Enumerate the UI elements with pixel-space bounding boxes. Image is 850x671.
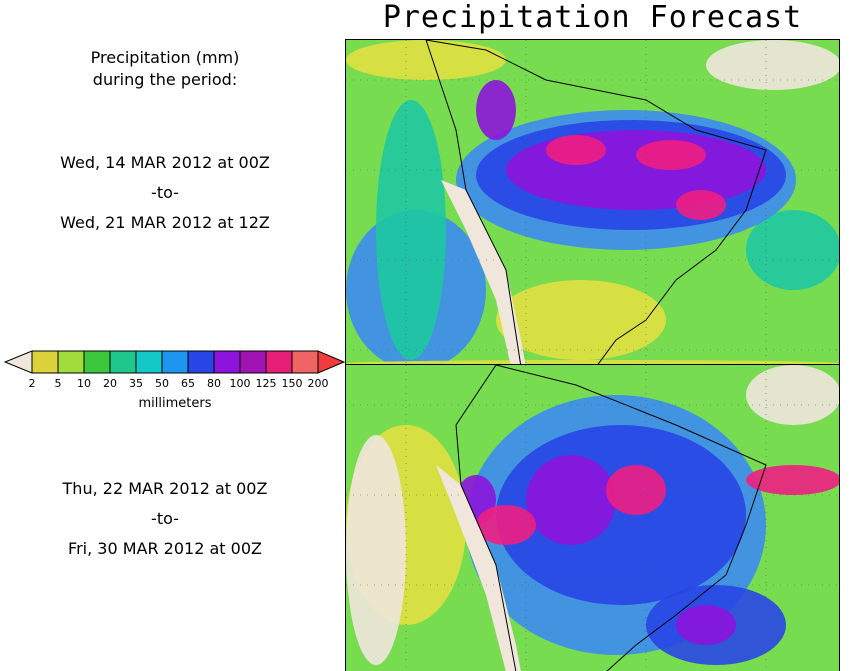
- legend-tick-label: 5: [55, 377, 62, 390]
- legend-tick-label: 20: [103, 377, 117, 390]
- legend-swatch: [265, 350, 293, 374]
- page-title: Precipitation Forecast: [382, 0, 803, 35]
- caption-block: Precipitation (mm) during the period:: [0, 47, 330, 91]
- precip-map-period-1: [346, 40, 839, 365]
- precip-region: [476, 80, 516, 140]
- continent-outline: [425, 40, 767, 365]
- legend-tick-label: 200: [308, 377, 329, 390]
- legend-swatch: [291, 350, 319, 374]
- legend-swatch: [31, 350, 59, 374]
- caption-line-2: during the period:: [92, 70, 238, 89]
- legend-swatch: [187, 350, 215, 374]
- legend-swatch: [239, 350, 267, 374]
- color-legend: 2 5 10 20 35 50 65 80 100 125 150 200 millimeters: [0, 348, 346, 418]
- precip-region: [346, 365, 839, 425]
- precip-region: [346, 40, 506, 80]
- dry-coastal-zone: [436, 465, 521, 671]
- legend-swatch: [109, 350, 137, 374]
- period-2-start: Thu, 22 MAR 2012 at 00Z: [62, 479, 268, 498]
- period-2-end: Fri, 30 MAR 2012 at 00Z: [68, 539, 262, 558]
- dry-coastal-zone: [441, 180, 526, 365]
- legend-swatch: [135, 350, 163, 374]
- legend-swatch: [57, 350, 85, 374]
- legend-tick-label: 100: [230, 377, 251, 390]
- precip-region: [746, 465, 839, 495]
- precip-region: [496, 280, 666, 360]
- legend-tick-label: 125: [256, 377, 277, 390]
- legend-unit-label: millimeters: [139, 396, 212, 411]
- legend-swatch: [213, 350, 241, 374]
- period-1-block: Wed, 14 MAR 2012 at 00Z -to- Wed, 21 MAR…: [0, 152, 330, 234]
- precip-region: [706, 40, 839, 90]
- precip-region: [636, 140, 706, 170]
- legend-arrow-low: [3, 350, 33, 374]
- legend-arrow-high: [317, 350, 346, 374]
- period-1-start: Wed, 14 MAR 2012 at 00Z: [60, 153, 270, 172]
- continent-outline: [455, 365, 767, 671]
- precip-region: [546, 135, 606, 165]
- legend-tick-label: 10: [77, 377, 91, 390]
- legend-colorbar: 2 5 10 20 35 50 65 80 100 125 150 200 millimeters: [3, 350, 346, 411]
- legend-tick-label: 50: [155, 377, 169, 390]
- period-1-separator: -to-: [151, 183, 179, 202]
- legend-tick-label: 80: [207, 377, 221, 390]
- precip-region: [376, 100, 446, 360]
- caption-line-1: Precipitation (mm): [90, 48, 240, 67]
- precip-region: [606, 465, 666, 515]
- precip-region: [346, 360, 839, 365]
- map-period-2: [345, 364, 840, 671]
- precip-field: [346, 40, 839, 365]
- period-1-end: Wed, 21 MAR 2012 at 12Z: [60, 213, 270, 232]
- precip-region: [676, 605, 736, 645]
- precip-region: [506, 130, 766, 210]
- precip-map-period-2: [346, 365, 839, 671]
- precip-region: [676, 190, 726, 220]
- precip-region: [526, 455, 616, 545]
- legend-swatch: [83, 350, 111, 374]
- period-2-separator: -to-: [151, 509, 179, 528]
- legend-tick-label: 35: [129, 377, 143, 390]
- precip-region: [746, 210, 839, 290]
- map-period-1: [345, 39, 840, 366]
- precip-region: [746, 365, 839, 425]
- legend-tick-label: 150: [282, 377, 303, 390]
- precip-field: [346, 365, 839, 665]
- precip-region: [346, 435, 406, 665]
- legend-tick-label: 65: [181, 377, 195, 390]
- legend-swatch: [161, 350, 189, 374]
- legend-tick-label: 2: [29, 377, 36, 390]
- precip-region: [476, 505, 536, 545]
- period-2-block: Thu, 22 MAR 2012 at 00Z -to- Fri, 30 MAR…: [0, 478, 330, 560]
